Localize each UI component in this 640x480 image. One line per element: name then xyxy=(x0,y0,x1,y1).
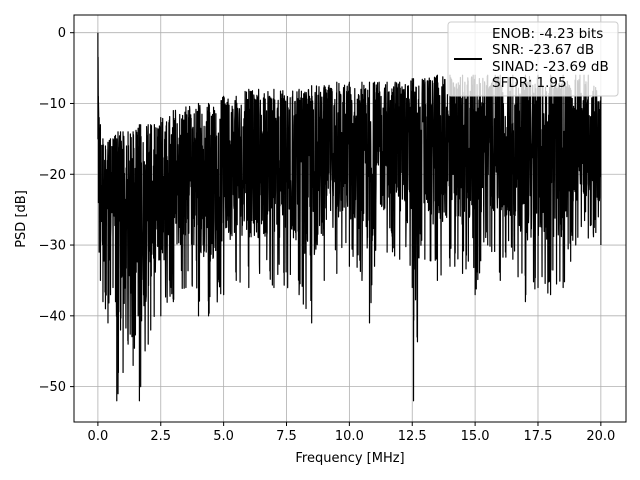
x-axis-ticks: 0.0 2.5 5.0 7.5 10.0 12.5 15.0 17.5 20.0 xyxy=(88,422,615,444)
y-tick-label: −30 xyxy=(39,239,66,254)
legend-sfdr: SFDR: 1.95 xyxy=(492,75,567,91)
x-tick-label: 17.5 xyxy=(524,429,553,444)
plot-frame xyxy=(73,14,627,423)
x-tick-label: 20.0 xyxy=(586,429,615,444)
y-tick-label: −50 xyxy=(39,380,66,395)
y-axis-ticks: 0 −10 −20 −30 −40 −50 xyxy=(39,26,74,395)
x-tick-label: 2.5 xyxy=(150,429,171,444)
legend-snr: SNR: -23.67 dB xyxy=(492,42,594,58)
y-axis-label: PSD [dB] xyxy=(14,190,29,248)
legend-enob: ENOB: -4.23 bits xyxy=(492,26,603,42)
legend-box xyxy=(447,21,619,97)
x-tick-label: 7.5 xyxy=(276,429,297,444)
x-tick-label: 0.0 xyxy=(88,429,109,444)
y-tick-label: 0 xyxy=(58,26,66,41)
x-tick-label: 12.5 xyxy=(398,429,427,444)
x-tick-label: 10.0 xyxy=(335,429,364,444)
y-tick-label: −40 xyxy=(39,309,66,324)
x-axis-label: Frequency [MHz] xyxy=(295,451,404,466)
x-tick-label: 15.0 xyxy=(461,429,490,444)
legend: ENOB: -4.23 bits SNR: -23.67 dB SINAD: -… xyxy=(447,21,619,97)
y-tick-label: −20 xyxy=(39,168,66,183)
x-tick-label: 5.0 xyxy=(213,429,234,444)
y-tick-label: −10 xyxy=(39,97,66,112)
legend-sinad: SINAD: -23.69 dB xyxy=(492,59,609,75)
